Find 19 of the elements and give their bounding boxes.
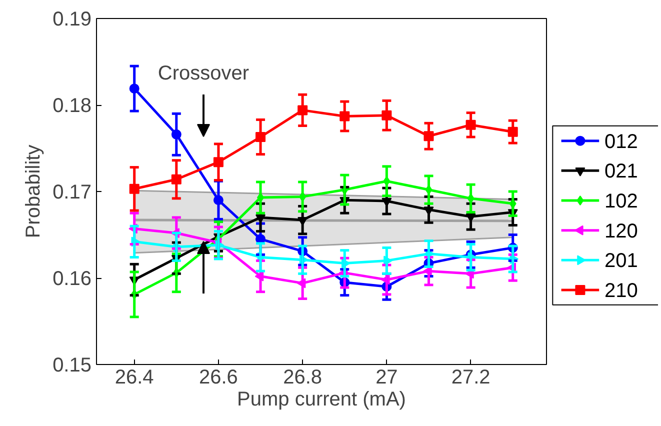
legend-label: 102 — [604, 190, 638, 212]
x-tick-label: 26.4 — [114, 366, 154, 388]
x-tick-label: 27.2 — [451, 366, 490, 388]
y-tick-label: 0.17 — [52, 182, 92, 204]
x-tick-label: 26.6 — [199, 366, 238, 388]
y-axis-title: Probability — [22, 144, 45, 238]
legend-label: 210 — [604, 280, 638, 302]
y-tick-label: 0.18 — [52, 95, 92, 117]
y-tick-label: 0.19 — [52, 8, 92, 30]
y-tick-label: 0.16 — [52, 268, 92, 290]
annotation: Crossover — [158, 62, 250, 84]
legend-label: 012 — [604, 130, 638, 153]
legend-label: 120 — [604, 220, 638, 242]
legend-label: 021 — [604, 160, 638, 183]
y-tick-label: 0.15 — [52, 354, 92, 376]
x-axis-title: Pump current (mA) — [237, 388, 406, 410]
legend-label: 201 — [604, 250, 638, 272]
x-tick-label: 27 — [376, 366, 398, 388]
x-tick-label: 26.8 — [283, 366, 322, 388]
